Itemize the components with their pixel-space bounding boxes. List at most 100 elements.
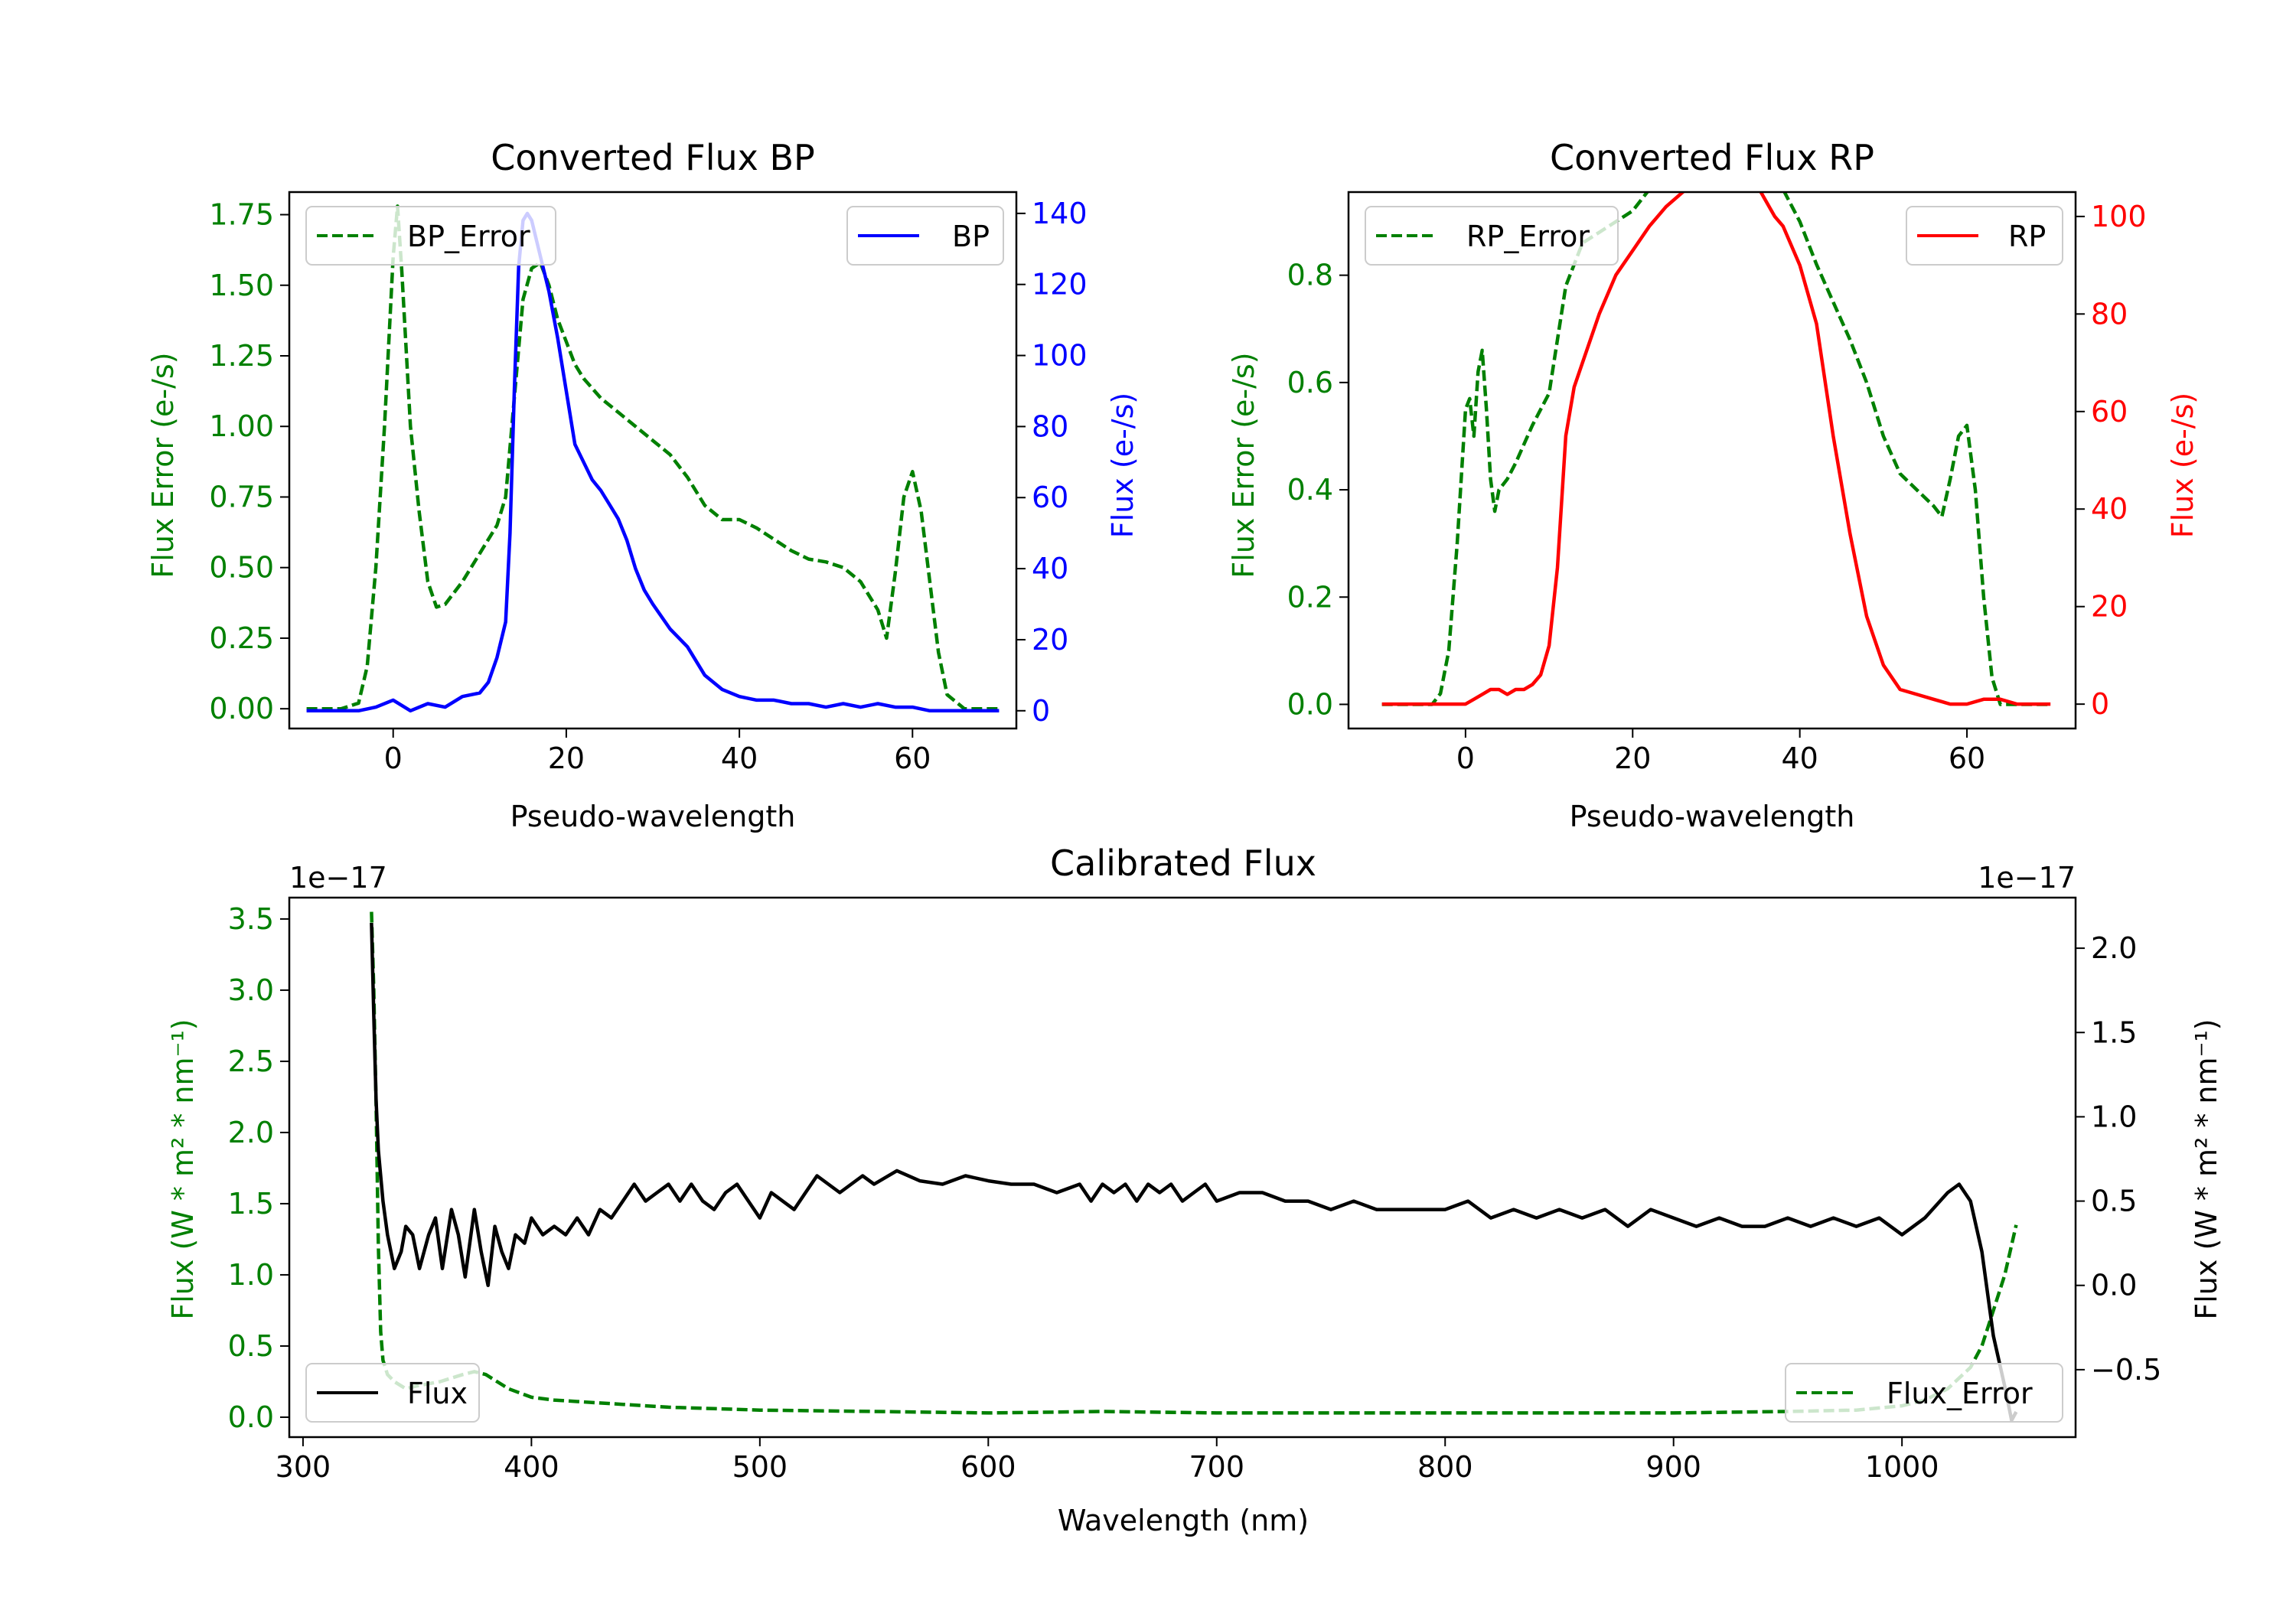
bp-ytick-right-label: 120	[1032, 268, 1088, 302]
bp-ytick-left-label: 1.00	[209, 409, 274, 443]
calibrated-xtick-label: 300	[276, 1450, 331, 1484]
calibrated-ytick-right-label: 2.0	[2091, 931, 2137, 965]
calibrated-offset-right: 1e−17	[1978, 861, 2076, 895]
bp-ytick-right-label: 80	[1032, 409, 1068, 443]
bp-ytick-left-label: 1.50	[209, 269, 274, 302]
rp-ytick-right-label: 100	[2091, 200, 2147, 233]
calibrated-legend-error[interactable]: Flux_Error	[1785, 1363, 2063, 1423]
calibrated-ytick-right-label: −0.5	[2091, 1353, 2161, 1387]
rp-legend-flux-label: RP	[2008, 220, 2046, 253]
calibrated-xlabel: Wavelength (nm)	[1058, 1504, 1309, 1537]
rp-ytick-left-label: 0.4	[1287, 473, 1333, 507]
calibrated-legend-flux-frame	[305, 1363, 480, 1423]
bp-ytick-left-label: 1.75	[209, 198, 274, 232]
calibrated-ytick-left-label: 0.5	[228, 1329, 274, 1363]
calibrated-ytick-right-label: 1.5	[2091, 1015, 2137, 1049]
rp-ytick-left-label: 0.0	[1287, 687, 1333, 721]
bp-xtick-label: 0	[384, 742, 403, 775]
bp-ytick-right-label: 100	[1032, 339, 1088, 373]
rp-ylabel-right: Flux (e-/s)	[2166, 393, 2200, 538]
calibrated-xtick-label: 800	[1417, 1450, 1473, 1484]
calibrated-ytick-left-label: 2.0	[228, 1116, 274, 1149]
bp-ytick-right-label: 40	[1032, 552, 1068, 585]
bp-legend-flux[interactable]: BP	[846, 206, 1004, 266]
bp-ytick-right-label: 20	[1032, 623, 1068, 657]
calibrated-legend-flux-label: Flux	[407, 1377, 468, 1410]
bp-legend-error-label: BP_Error	[407, 220, 530, 253]
calibrated-offset-left: 1e−17	[289, 861, 387, 895]
rp-legend-error-label: RP_Error	[1466, 220, 1590, 253]
rp-legend-error[interactable]: RP_Error	[1365, 206, 1619, 266]
bp-ylabel-left: Flux Error (e-/s)	[146, 352, 180, 578]
rp-xtick-label: 20	[1614, 742, 1651, 775]
rp-axes-frame	[1347, 191, 2077, 730]
calibrated-ytick-right-label: 1.0	[2091, 1100, 2137, 1133]
rp-ytick-left-label: 0.2	[1287, 580, 1333, 614]
bp-series-bp-error	[306, 204, 1000, 711]
bp-xtick-label: 20	[548, 742, 585, 775]
bp-ytick-left-label: 0.50	[209, 551, 274, 585]
calibrated-axes-frame	[288, 896, 2077, 1439]
bp-xlabel: Pseudo-wavelength	[510, 800, 796, 833]
bp-ytick-left-label: 0.75	[209, 480, 274, 513]
bp-ytick-right-label: 60	[1032, 481, 1068, 514]
rp-ytick-right-label: 20	[2091, 590, 2128, 624]
rp-xlabel: Pseudo-wavelength	[1570, 800, 1855, 833]
rp-title: Converted Flux RP	[1550, 137, 1874, 178]
bp-ytick-left-label: 1.25	[209, 339, 274, 373]
calibrated-ytick-right-label: 0.0	[2091, 1269, 2137, 1302]
calibrated-xtick-label: 700	[1189, 1450, 1245, 1484]
bp-panel: Converted Flux BP 0 20 40 60 0.00 0.25 0.50 0.7…	[146, 137, 1140, 833]
rp-xtick-label: 40	[1781, 742, 1818, 775]
calibrated-xtick-label: 1000	[1865, 1450, 1939, 1484]
rp-ytick-left-label: 0.8	[1287, 259, 1333, 292]
rp-legend-flux[interactable]: RP	[1906, 206, 2063, 266]
rp-series-rp	[1381, 192, 2051, 706]
bp-xtick-label: 40	[721, 742, 758, 775]
bp-legend-error[interactable]: BP_Error	[305, 206, 556, 266]
calibrated-panel: Calibrated Flux 1e−17 1e−17 300 400 500 600…	[166, 843, 2223, 1537]
bp-axes-frame	[288, 191, 1018, 730]
rp-xtick-label: 60	[1949, 742, 1985, 775]
rp-ylabel-left: Flux Error (e-/s)	[1227, 352, 1261, 578]
calibrated-xtick-label: 900	[1645, 1450, 1701, 1484]
bp-legend-error-frame	[305, 206, 556, 266]
bp-ytick-right-label: 0	[1032, 694, 1050, 728]
calibrated-ytick-left-label: 3.5	[228, 902, 274, 936]
bp-plot-area: 0 20 40 60 0.00 0.25 0.50 0.75 1.00 1.25 1.50 1.75 0…	[209, 191, 1088, 775]
rp-xtick-label: 0	[1456, 742, 1475, 775]
bp-ytick-left-label: 0.00	[209, 692, 274, 725]
bp-ytick-left-label: 0.25	[209, 621, 274, 655]
calibrated-legend-flux[interactable]: Flux	[305, 1363, 480, 1423]
calibrated-series-flux	[370, 922, 2018, 1423]
rp-ytick-left-label: 0.6	[1287, 366, 1333, 399]
bp-title: Converted Flux BP	[491, 137, 815, 178]
calibrated-ytick-left-label: 3.0	[228, 973, 274, 1007]
calibrated-legend-error-label: Flux_Error	[1887, 1377, 2033, 1410]
rp-ytick-right-label: 0	[2091, 687, 2109, 721]
rp-ytick-right-label: 80	[2091, 297, 2128, 331]
bp-legend-flux-frame	[846, 206, 1004, 266]
calibrated-title: Calibrated Flux	[1050, 843, 1316, 884]
rp-panel: Converted Flux RP 0 20 40 60 0.0 0.2 0.4 0.6 0.8…	[1227, 137, 2200, 833]
calibrated-ytick-left-label: 1.0	[228, 1258, 274, 1292]
calibrated-xtick-label: 400	[504, 1450, 559, 1484]
calibrated-legend-error-frame	[1785, 1363, 2063, 1423]
calibrated-xtick-label: 600	[960, 1450, 1016, 1484]
rp-plot-area: 0 20 40 60 0.0 0.2 0.4 0.6 0.8 0 20 40 60 80 100	[1287, 191, 2147, 775]
calibrated-ytick-left-label: 1.5	[228, 1187, 274, 1221]
calibrated-ytick-right-label: 0.5	[2091, 1185, 2137, 1218]
bp-ytick-right-label: 140	[1032, 197, 1088, 230]
bp-xtick-label: 60	[894, 742, 931, 775]
bp-ylabel-right: Flux (e-/s)	[1106, 393, 1140, 538]
rp-legend-error-frame	[1365, 206, 1619, 266]
bp-legend-flux-label: BP	[952, 220, 990, 253]
calibrated-ylabel-left: Flux (W * m² * nm⁻¹)	[166, 1019, 200, 1319]
rp-ytick-right-label: 60	[2091, 395, 2128, 429]
calibrated-ylabel-right: Flux (W * m² * nm⁻¹)	[2190, 1019, 2223, 1319]
rp-legend-flux-frame	[1906, 206, 2063, 266]
calibrated-xtick-label: 500	[732, 1450, 788, 1484]
calibrated-ytick-left-label: 0.0	[228, 1400, 274, 1434]
